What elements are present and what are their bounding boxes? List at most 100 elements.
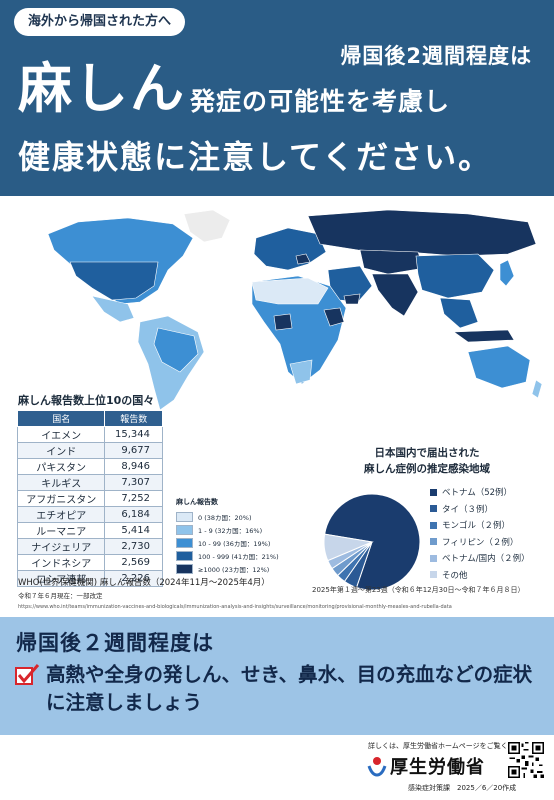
table-row: エチオピア 6,184 [16,506,163,523]
count-cell: 2,730 [104,538,163,555]
table-row: キルギス 7,307 [16,474,163,491]
headline-measles: 麻しん [18,57,186,120]
pie-swatch [430,505,437,513]
pie-legend: ベトナム（52例） タイ（３例） モンゴル（２例） フィリピン（２例） ベトナム… [430,484,550,583]
pie-swatch [430,488,437,496]
legend-swatch [176,524,193,535]
ranking-title: 麻しん報告数上位10の国々 [18,394,155,407]
country-cell: パキスタン [16,458,106,475]
pie-title: 日本国内で届出された 麻しん症例の推定感染地域 [342,445,512,477]
who-url: https://www.who.int/teams/immunization-v… [18,604,452,610]
ministry-department: 感染症対策課 2025／6／20作成 [408,784,517,792]
checkbox-check-icon [15,664,40,685]
map-australia [467,345,531,389]
map-new-zealand [531,379,543,399]
map-romania [295,253,311,265]
audience-badge: 海外から帰国された方へ [14,8,186,36]
pie-legend-item: モンゴル（２例） [430,517,550,534]
table-row: ルーマニア 5,414 [16,522,163,539]
country-cell: エチオピア [16,506,106,523]
country-cell: アフガニスタン [16,490,106,507]
symptom-panel-title: 帰国後２週間程度は [16,631,214,655]
header-banner: 海外から帰国された方へ 帰国後2週間程度は 麻しん 発症の可能性を考慮し 健康状… [0,0,554,196]
count-cell: 7,307 [104,474,163,491]
pie-legend-item: フィリピン（２例） [430,534,550,551]
pie-legend-item: タイ（３例） [430,501,550,518]
more-info-text: 詳しくは、厚生労働省ホームページをご覧ください [368,742,529,750]
pie-legend-label: ベトナム/国内（２例） [442,554,530,565]
map-europe [253,227,327,271]
table-row: イエメン 15,344 [16,426,163,443]
map-southeast-asia [439,297,479,329]
headline-line2: 発症の可能性を考慮し [190,87,451,116]
ranking-table-wrapper: 国名 報告数 イエメン 15,344 インド 9,677 パキスタン 8,946 キル… [16,410,163,587]
pie-title-line1: 日本国内で届出された [374,447,480,459]
count-cell: 9,677 [104,442,163,459]
headline-line1: 帰国後2週間程度は [340,44,532,68]
pie-title-line2: 麻しん症例の推定感染地域 [364,463,490,475]
country-cell: ナイジェリア [16,538,106,555]
legend-label: 100 - 999 (41カ国：21%) [198,552,279,561]
map-legend-item: 1 - 9 (32カ国：16%) [176,523,306,536]
country-cell: ロシア連邦 [16,570,106,587]
map-russia [307,209,537,257]
map-mexico [91,295,135,323]
legend-swatch [176,563,193,574]
pie-legend-label: モンゴル（２例） [442,521,511,532]
map-nigeria [273,313,293,331]
map-south-asia [371,273,419,317]
map-greenland [183,209,231,243]
legend-swatch [176,537,193,548]
country-cell: キルギス [16,474,106,491]
mhlw-logo-icon [367,757,387,777]
map-legend-item: 100 - 999 (41カ国：21%) [176,549,306,562]
map-china [415,253,495,299]
legend-label: ≥1000 (23カ国：12%) [198,565,270,574]
headline-line3: 健康状態に注意してください。 [18,138,493,176]
legend-label: 0 (38カ国：20%) [198,513,252,522]
pie-legend-item: その他 [430,567,550,584]
legend-label: 1 - 9 (32カ国：16%) [198,526,263,535]
map-legend-item: 0 (38カ国：20%) [176,510,306,523]
table-row: ナイジェリア 2,730 [16,538,163,555]
table-row: インドネシア 2,569 [16,554,163,571]
map-legend-title: 麻しん報告数 [176,498,218,506]
country-cell: インド [16,442,106,459]
country-cell: ルーマニア [16,522,106,539]
pie-swatch [430,538,437,546]
country-cell: イエメン [16,426,106,443]
qr-code-icon[interactable] [508,742,544,778]
pie-swatch [430,554,437,562]
legend-swatch [176,511,193,522]
symptom-text: 高熱や全身の発しん、せき、鼻水、目の充血などの症状に注意しましょう [46,663,533,714]
infection-region-pie [323,493,421,591]
country-cell: インドネシア [16,554,106,571]
count-cell: 2,226 [104,570,163,587]
symptom-panel: 帰国後２週間程度は 高熱や全身の発しん、せき、鼻水、目の充血などの症状に注意しま… [0,617,554,735]
col-count: 報告数 [104,410,163,427]
pie-legend-label: フィリピン（２例） [442,537,519,548]
pie-legend-item: ベトナム/国内（２例） [430,550,550,567]
map-legend-item: 10 - 99 (36カ国：19%) [176,536,306,549]
count-cell: 8,946 [104,458,163,475]
map-legend: 麻しん報告数 0 (38カ国：20%) 1 - 9 (32カ国：16%) 10 … [176,497,306,575]
count-cell: 7,252 [104,490,163,507]
pie-slice-5 [323,533,374,562]
count-cell: 5,414 [104,522,163,539]
map-south-africa [289,359,313,385]
ranking-table: 国名 報告数 イエメン 15,344 インド 9,677 パキスタン 8,946 キル… [16,410,163,587]
pie-period: 2025年第１週～第23週（令和６年12月30日～令和７年６月８日） [312,586,525,594]
map-brazil [153,327,199,373]
table-row: パキスタン 8,946 [16,458,163,475]
map-ethiopia [323,307,345,327]
legend-swatch [176,550,193,561]
map-north-africa [251,277,329,305]
map-central-asia [359,249,425,275]
pie-legend-label: タイ（３例） [442,504,494,515]
map-japan [499,259,515,287]
map-legend-item: ≥1000 (23カ国：12%) [176,562,306,575]
who-source: WHO(世界保健機関) 麻しん報告数（2024年11月～2025年4月） [18,578,270,588]
revision-note: 令和７年６月現在：一部改定 [18,592,103,600]
count-cell: 6,184 [104,506,163,523]
pie-legend-label: ベトナム（52例） [442,488,513,499]
